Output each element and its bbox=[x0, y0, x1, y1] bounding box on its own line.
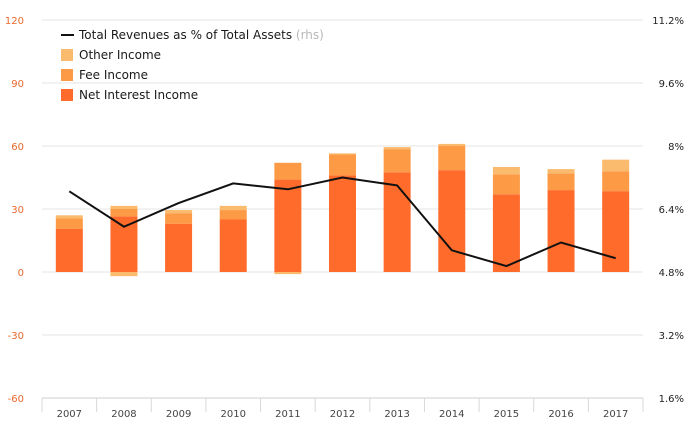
x-axis-tick: 2010 bbox=[221, 409, 246, 420]
x-axis-tick: 2008 bbox=[111, 409, 136, 420]
bar-fee-income bbox=[438, 146, 466, 171]
bar-net-interest-income bbox=[602, 191, 630, 272]
bar-fee-income bbox=[165, 213, 193, 224]
x-axis-tick: 2016 bbox=[548, 409, 573, 420]
total-revenues-line bbox=[68, 176, 616, 268]
bar-net-interest-income bbox=[219, 219, 247, 272]
bar-other-income bbox=[55, 215, 83, 219]
left-axis-tick: 120 bbox=[5, 16, 24, 27]
x-axis-tick: 2017 bbox=[603, 409, 628, 420]
axes: -60 -30 0 30 60 90 120 1.6% 3.2% 4.8% 6.4% 8% 9.6% 11… bbox=[5, 16, 684, 420]
right-axis-tick: 4.8% bbox=[659, 268, 684, 279]
legend: Total Revenues as % of Total Assets (rhs… bbox=[61, 28, 324, 102]
bar-fee-income bbox=[492, 174, 520, 195]
bar-net-interest-income bbox=[329, 175, 356, 272]
right-axis-tick: 11.2% bbox=[652, 16, 684, 27]
legend-label-total-revenues-as-of-total-assets: Total Revenues as % of Total Assets (rhs… bbox=[78, 28, 324, 42]
bar-net-interest-income bbox=[110, 216, 138, 272]
bar-other-income bbox=[165, 210, 193, 214]
x-axis-tick: 2014 bbox=[439, 409, 464, 420]
left-axis-tick: -30 bbox=[8, 331, 24, 342]
bar-other-income bbox=[438, 143, 466, 146]
x-axis-tick: 2015 bbox=[494, 409, 519, 420]
legend-label-fee-income: Fee Income bbox=[79, 68, 148, 82]
right-axis-tick: 9.6% bbox=[659, 79, 684, 90]
stacked-bars bbox=[55, 143, 630, 277]
left-axis-tick: 30 bbox=[11, 205, 24, 216]
bar-net-interest-income bbox=[274, 179, 302, 272]
bar-other-income bbox=[602, 159, 630, 172]
legend-label-net-interest-income: Net Interest Income bbox=[79, 88, 198, 102]
x-axis-tick: 2009 bbox=[166, 409, 191, 420]
right-axis-tick: 1.6% bbox=[659, 394, 684, 405]
bar-other-income bbox=[547, 169, 575, 174]
bar-fee-income bbox=[329, 154, 356, 176]
left-axis-tick: -60 bbox=[8, 394, 24, 405]
bar-net-interest-income bbox=[438, 170, 466, 272]
bar-fee-income bbox=[55, 218, 83, 229]
bar-fee-income bbox=[602, 171, 630, 192]
x-axis-tick: 2007 bbox=[57, 409, 82, 420]
bar-net-interest-income bbox=[547, 190, 575, 272]
legend-swatch-other-income bbox=[61, 49, 73, 61]
bar-net-interest-income bbox=[383, 172, 411, 272]
x-axis-tick: 2011 bbox=[275, 409, 300, 420]
bar-other-income-negative bbox=[110, 272, 138, 277]
bar-fee-income bbox=[110, 209, 138, 217]
left-axis-tick: 90 bbox=[11, 79, 24, 90]
left-axis-tick: 0 bbox=[18, 268, 24, 279]
right-axis-tick: 8% bbox=[668, 142, 684, 153]
bar-other-income-negative bbox=[274, 272, 302, 275]
bar-other-income bbox=[110, 205, 138, 209]
bar-other-income bbox=[219, 205, 247, 211]
bar-other-income bbox=[492, 167, 520, 175]
x-axis-tick: 2013 bbox=[384, 409, 409, 420]
bar-net-interest-income bbox=[55, 228, 83, 272]
legend-label-other-income: Other Income bbox=[79, 48, 161, 62]
bar-fee-income bbox=[383, 149, 411, 173]
bar-fee-income bbox=[547, 173, 575, 191]
bar-fee-income bbox=[219, 210, 247, 220]
right-axis-tick: 6.4% bbox=[659, 205, 684, 216]
bar-fee-income bbox=[274, 162, 302, 180]
legend-swatch-net-interest-income bbox=[61, 89, 73, 101]
bar-other-income bbox=[383, 147, 411, 150]
x-axis-tick: 2012 bbox=[330, 409, 355, 420]
bar-other-income bbox=[329, 153, 356, 155]
left-axis-tick: 60 bbox=[11, 142, 24, 153]
bar-net-interest-income bbox=[165, 223, 193, 272]
legend-swatch-fee-income bbox=[61, 69, 73, 81]
bar-net-interest-income bbox=[492, 194, 520, 272]
right-axis-tick: 3.2% bbox=[659, 331, 684, 342]
